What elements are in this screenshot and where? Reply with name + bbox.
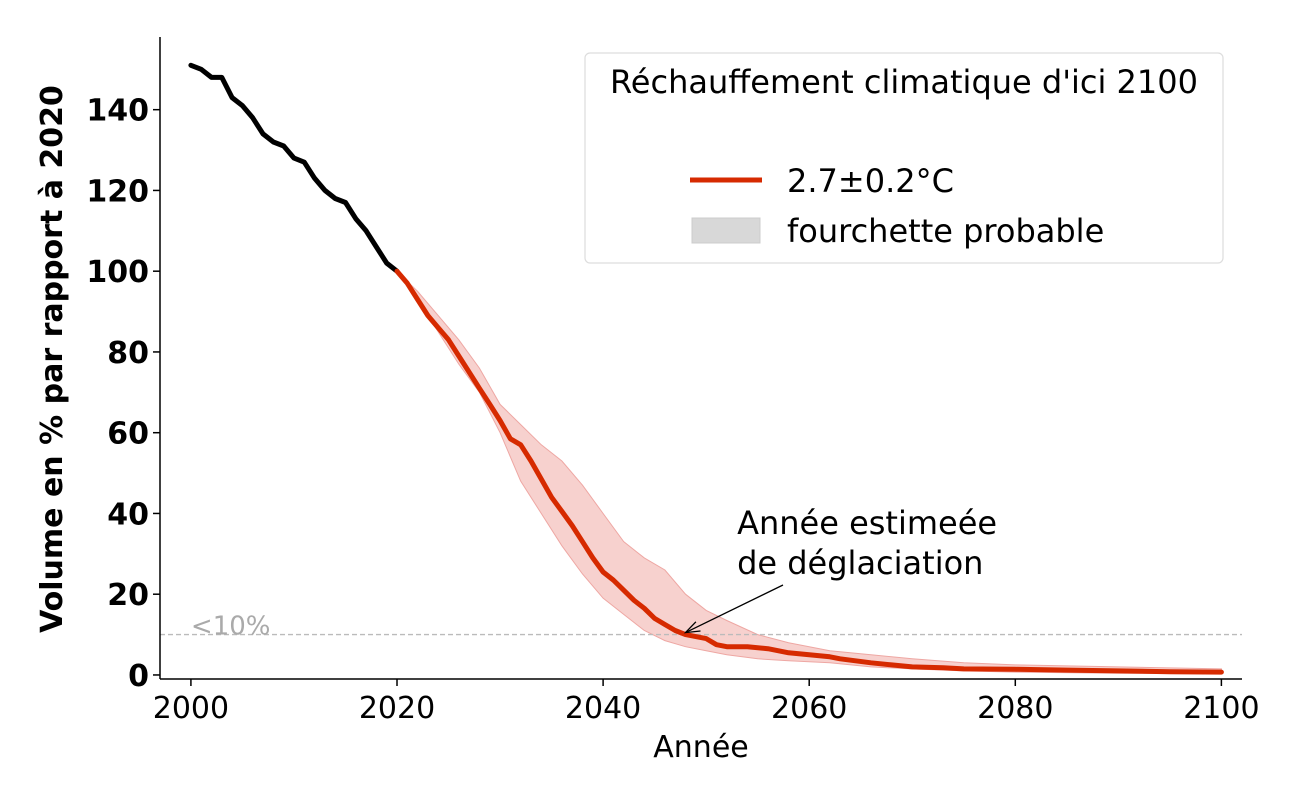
y-tick-label: 120 xyxy=(86,174,149,209)
legend-entry-projection: 2.7±0.2°C xyxy=(787,162,954,200)
x-axis-title: Année xyxy=(653,730,748,765)
annotation-arrowhead xyxy=(683,621,701,634)
legend-box xyxy=(584,52,1224,264)
x-tick-label: 2080 xyxy=(977,691,1053,726)
x-tick-label: 2060 xyxy=(771,691,847,726)
y-tick-label: 20 xyxy=(107,578,149,613)
likely-range-band xyxy=(396,270,1222,675)
deglaciation-annotation: Année estimeée de déglaciation xyxy=(683,504,997,634)
annotation-arrow xyxy=(685,584,784,634)
threshold-label: <10% xyxy=(191,612,271,642)
y-tick-label: 80 xyxy=(107,336,149,371)
historical-series-line xyxy=(188,62,400,274)
legend-entry-band: fourchette probable xyxy=(787,212,1104,250)
y-ticks: 0 20 40 60 80 100 120 140 xyxy=(86,94,160,694)
x-tick-label: 2040 xyxy=(565,691,641,726)
x-tick-label: 2100 xyxy=(1183,691,1259,726)
annotation-line-2: de déglaciation xyxy=(737,544,983,582)
legend: Réchauffement climatique d'ici 2100 2.7±… xyxy=(584,52,1224,264)
threshold-layer: <10% xyxy=(160,612,1242,642)
band-layer xyxy=(396,270,1222,675)
axes xyxy=(159,37,1242,680)
y-axis-title: Volume en % par rapport à 2020 xyxy=(35,85,70,633)
x-tick-label: 2020 xyxy=(359,691,435,726)
y-tick-label: 40 xyxy=(107,497,149,532)
annotation-line-1: Année estimeée xyxy=(737,504,997,542)
line-layer xyxy=(188,62,1224,675)
y-tick-label: 100 xyxy=(86,255,149,290)
legend-band-swatch xyxy=(691,217,761,244)
legend-title: Réchauffement climatique d'ici 2100 xyxy=(610,63,1198,101)
x-tick-label: 2000 xyxy=(153,691,229,726)
projection-series-line xyxy=(394,268,1224,675)
y-tick-label: 140 xyxy=(86,94,149,129)
y-tick-label: 60 xyxy=(107,417,149,452)
y-tick-label: 0 xyxy=(128,659,149,694)
x-ticks: 2000 2020 2040 2060 2080 2100 xyxy=(153,679,1260,726)
